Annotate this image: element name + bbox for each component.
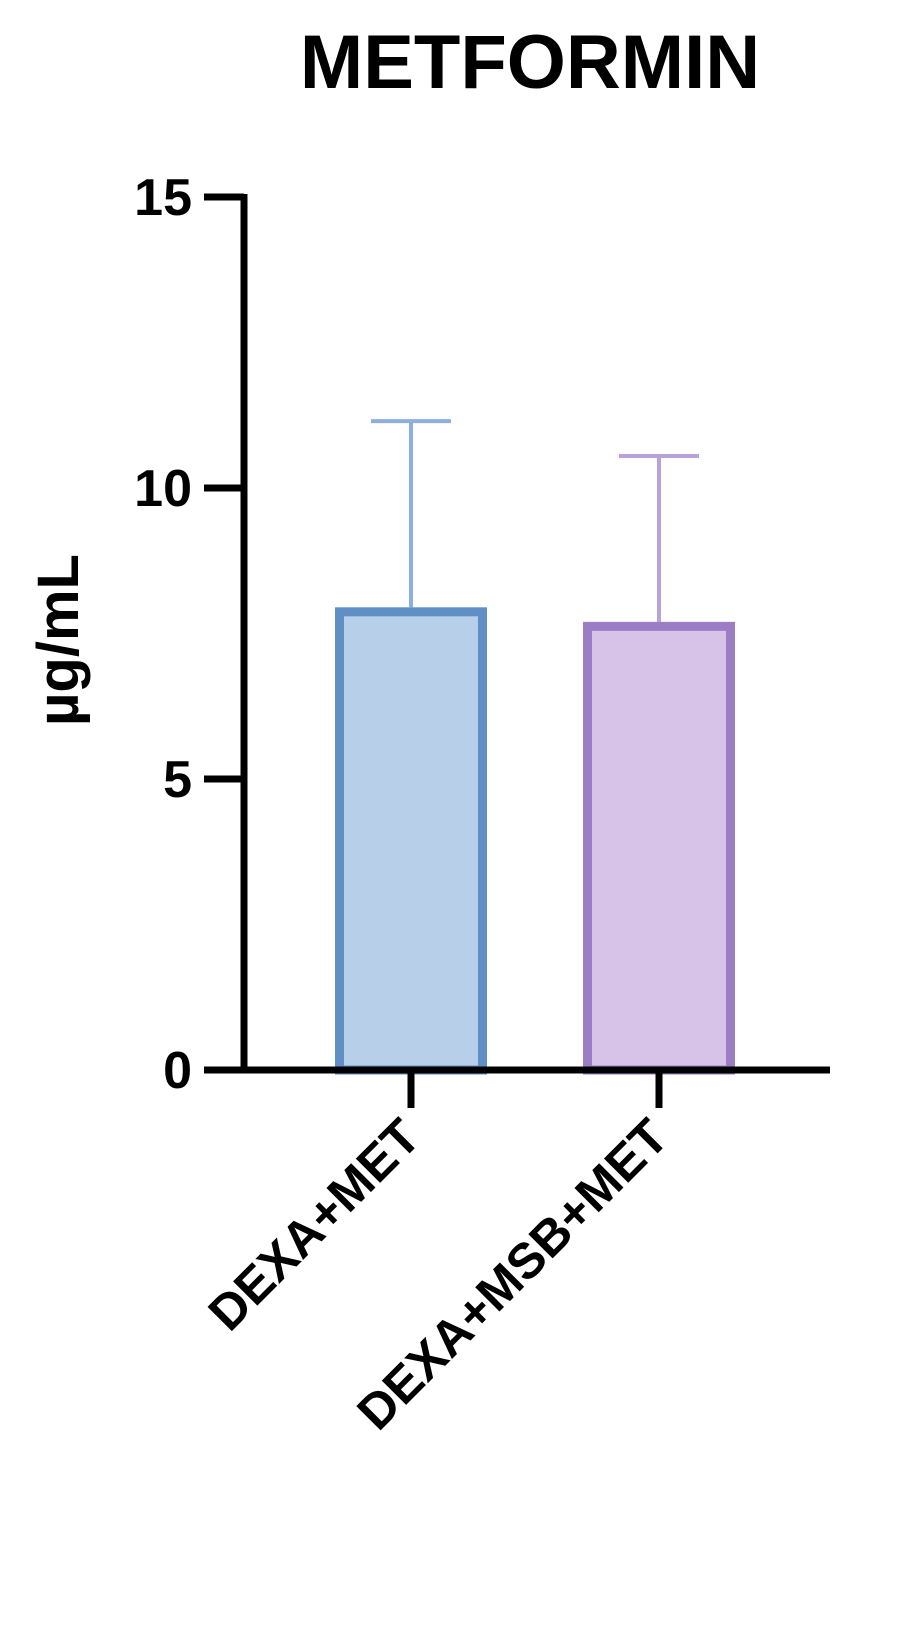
y-tick-label-5: 5	[163, 751, 192, 809]
y-axis-label: µg/mL	[26, 554, 91, 726]
x-tick-label-1: DEXA+MET	[198, 1108, 431, 1341]
bar-2	[583, 621, 735, 1075]
y-tick-label-15: 15	[134, 169, 192, 227]
chart-title: METFORMIN	[300, 20, 760, 105]
y-tick-label-10: 10	[134, 460, 192, 518]
bar-1	[335, 607, 487, 1075]
y-tick-label-0: 0	[163, 1042, 192, 1100]
